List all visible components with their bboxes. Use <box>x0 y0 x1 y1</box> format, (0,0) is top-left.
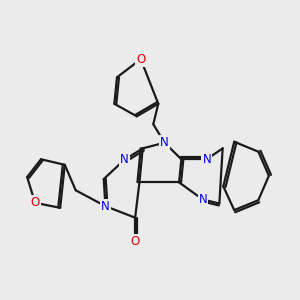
Text: N: N <box>101 200 110 213</box>
Text: N: N <box>199 193 207 206</box>
Text: O: O <box>130 235 140 248</box>
Text: N: N <box>202 153 211 166</box>
Text: O: O <box>30 196 40 209</box>
Text: N: N <box>120 153 129 167</box>
Text: O: O <box>136 53 146 66</box>
Text: N: N <box>160 136 169 149</box>
